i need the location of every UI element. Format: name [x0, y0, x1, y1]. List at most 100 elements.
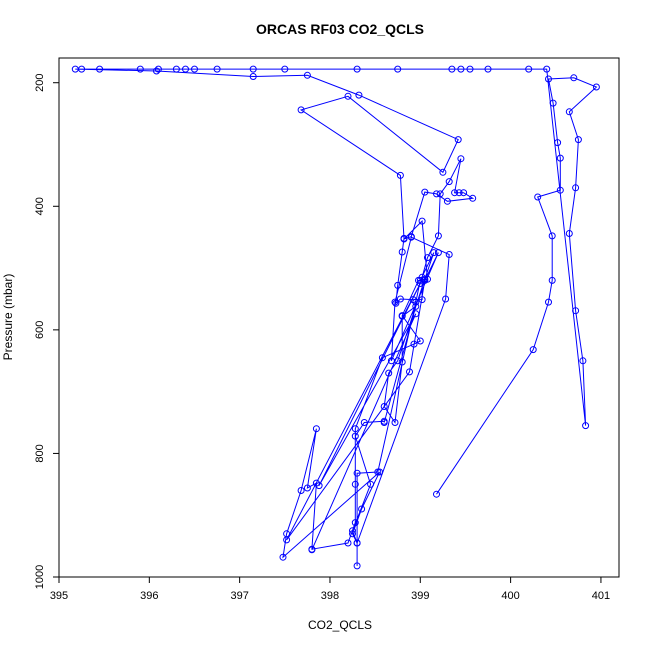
- data-point: [556, 186, 564, 194]
- data-point: [283, 536, 291, 544]
- data-point: [565, 108, 573, 116]
- data-point: [545, 75, 552, 83]
- chart-title: ORCAS RF03 CO2_QCLS: [256, 21, 424, 37]
- data-point: [213, 65, 221, 73]
- data-point: [394, 65, 402, 73]
- data-point: [572, 184, 580, 192]
- data-point: [410, 340, 418, 348]
- data-point: [529, 346, 537, 354]
- data-point: [391, 419, 399, 426]
- data-point: [191, 65, 198, 73]
- data-point: [172, 65, 180, 73]
- data-point: [353, 65, 361, 73]
- data-point: [308, 546, 316, 554]
- plot-frame: [58, 57, 620, 578]
- data-point: [374, 468, 382, 476]
- data-point: [445, 251, 453, 258]
- data-point: [394, 281, 402, 289]
- data-point: [434, 232, 442, 240]
- data-point: [556, 154, 564, 162]
- data-point: [349, 530, 356, 538]
- data-point: [182, 65, 189, 73]
- data-point: [433, 190, 440, 198]
- data-point: [380, 417, 388, 425]
- data-point: [549, 99, 557, 107]
- data-point: [421, 188, 429, 196]
- data-point: [96, 65, 104, 73]
- data-point: [457, 65, 465, 73]
- data-point: [545, 298, 552, 306]
- data-point: [279, 553, 287, 561]
- data-point: [153, 67, 160, 75]
- data-point: [303, 484, 311, 492]
- data-point: [344, 92, 352, 100]
- data-point: [554, 139, 562, 147]
- data-point: [351, 480, 359, 488]
- data-point: [416, 337, 424, 345]
- data-point: [430, 249, 438, 257]
- data-point: [582, 422, 590, 430]
- data-point: [71, 65, 79, 73]
- data-point: [303, 71, 311, 79]
- data-point: [574, 136, 582, 144]
- data-point: [454, 136, 462, 144]
- data-point: [543, 65, 551, 73]
- data-point: [249, 65, 257, 73]
- data-point: [351, 519, 359, 527]
- data-point: [136, 65, 144, 73]
- data-point: [353, 469, 361, 477]
- data-point: [407, 233, 415, 241]
- data-point: [548, 276, 556, 284]
- data-point: [442, 295, 450, 303]
- data-point: [436, 190, 444, 198]
- y-axis-label: Pressure (mbar): [1, 274, 15, 361]
- data-point: [433, 490, 440, 498]
- data-point: [378, 354, 386, 362]
- y-axis: 200 400 600 800 1000: [34, 74, 59, 589]
- data-point: [349, 527, 356, 535]
- x-tick-label: 398: [321, 590, 339, 602]
- data-point: [406, 368, 413, 376]
- data-point: [353, 539, 361, 547]
- data-point: [525, 65, 533, 73]
- data-point: [451, 189, 459, 197]
- data-point: [281, 65, 289, 73]
- data-point: [398, 248, 406, 256]
- data-point: [443, 197, 451, 205]
- data-point: [315, 482, 323, 490]
- data-point: [351, 425, 359, 433]
- data-point: [400, 235, 408, 243]
- data-point: [592, 83, 600, 91]
- data-point: [396, 295, 404, 303]
- data-point: [355, 91, 363, 99]
- data-point: [392, 299, 400, 307]
- data-point: [312, 425, 320, 433]
- data-point: [387, 357, 395, 365]
- data-point: [418, 296, 426, 304]
- data-point: [565, 230, 573, 237]
- data-point: [484, 65, 492, 73]
- data-point: [385, 369, 393, 377]
- x-tick-label: 400: [501, 590, 519, 602]
- data-point: [469, 194, 477, 202]
- data-point: [297, 106, 305, 114]
- data-point: [367, 480, 375, 488]
- data-point: [466, 65, 474, 73]
- x-tick-label: 396: [140, 590, 158, 602]
- data-point: [439, 168, 447, 176]
- x-axis: 395 396 397 398 399 400 401: [50, 577, 610, 602]
- data-point: [391, 298, 399, 306]
- data-point: [297, 487, 305, 494]
- data-point: [412, 298, 420, 306]
- data-point: [579, 357, 587, 365]
- data-point: [416, 276, 424, 284]
- data-point: [398, 358, 406, 366]
- data-point: [572, 307, 580, 315]
- data-point: [412, 302, 420, 310]
- x-tick-label: 399: [411, 590, 429, 602]
- data-point: [460, 189, 468, 197]
- data-point: [448, 65, 456, 73]
- data-point: [396, 171, 404, 179]
- data-point: [344, 539, 352, 547]
